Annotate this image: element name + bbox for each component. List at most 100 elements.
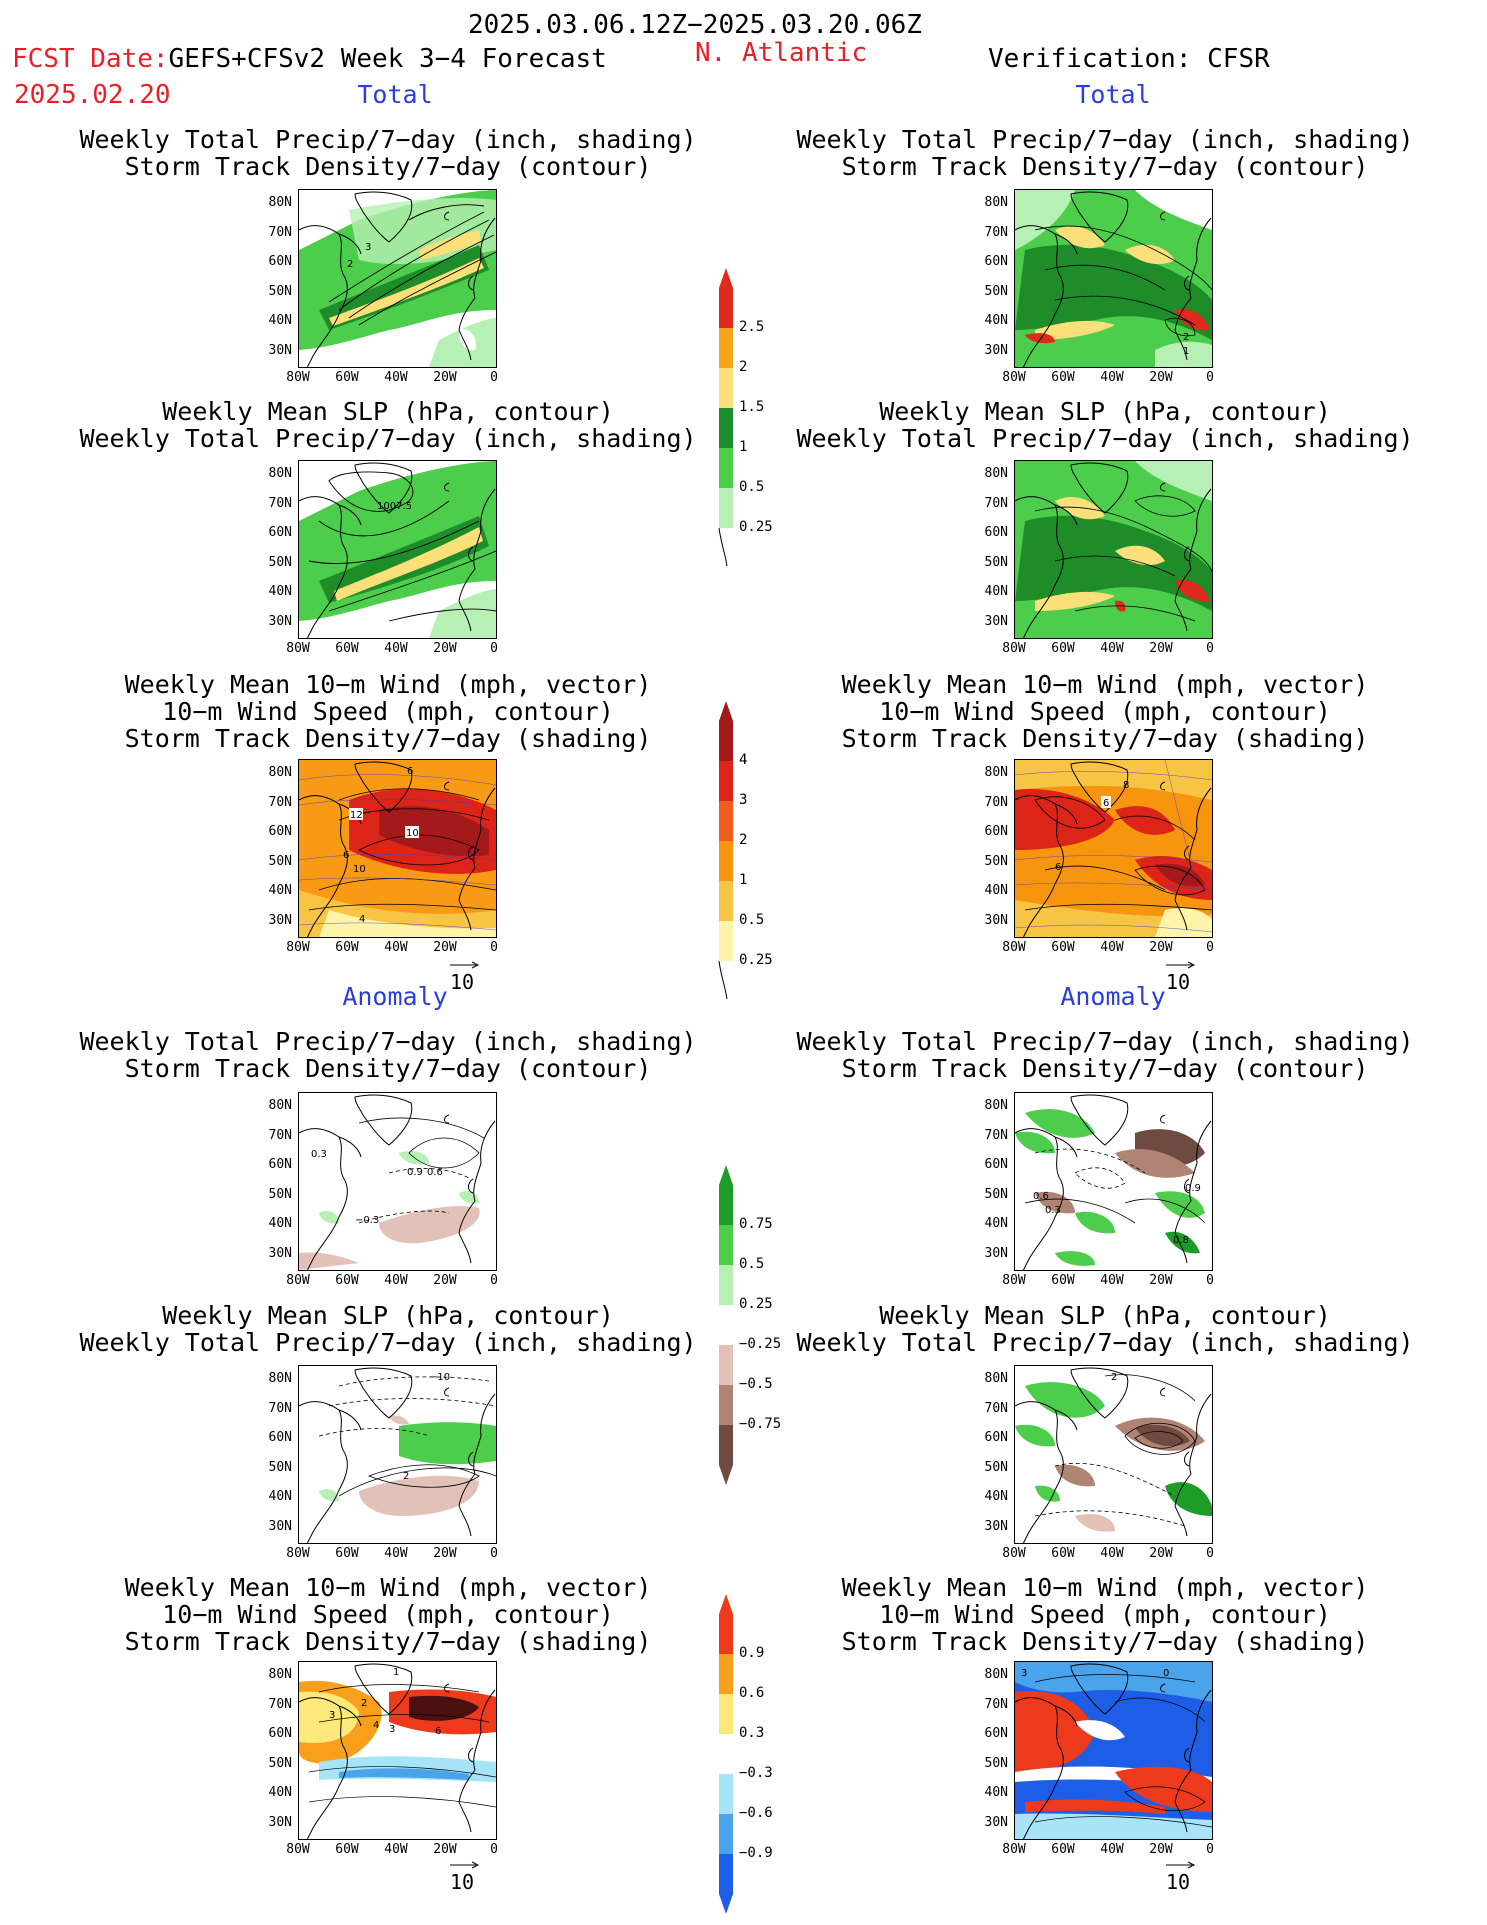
latitude-tick-label: 50N: [268, 1755, 292, 1771]
colorbar-segment: [719, 1654, 733, 1694]
colorbar-segment: [719, 328, 733, 368]
contour-label: 0.3: [311, 1149, 327, 1160]
colorbar-label: 1.5: [739, 399, 765, 415]
contour-label: 0.9: [407, 1167, 423, 1178]
latitude-tick-label: 50N: [268, 554, 292, 570]
colorbar-label: 1: [739, 872, 748, 888]
colorbar-label: −0.3: [739, 1765, 773, 1781]
latitude-tick-label: 60N: [984, 824, 1008, 839]
latitude-tick-label: 80N: [984, 1098, 1008, 1113]
latitude-tick-label: 70N: [268, 1400, 292, 1416]
longitude-tick-label: 20W: [1149, 1546, 1173, 1561]
latitude-tick-label: 80N: [268, 466, 292, 481]
longitude-tick-label: 0: [1206, 940, 1214, 955]
vector-arrow-icon: [1166, 961, 1196, 969]
latitude-tick-label: 30N: [984, 613, 1008, 629]
colorbar-label: 0.3: [739, 1725, 765, 1741]
title-line: Weekly Total Precip/7−day (inch, shading…: [79, 1027, 697, 1056]
ob-anom-wind-storm-map: 3 0: [1014, 1661, 1213, 1840]
contour-label: 3: [329, 1710, 335, 1721]
colorbar-label: 0.9: [739, 1645, 765, 1661]
title-line: Weekly Total Precip/7−day (inch, shading…: [79, 1328, 697, 1357]
longitude-tick-label: 80W: [286, 370, 310, 385]
colorbar-segment: [719, 881, 733, 921]
latitude-tick-label: 40N: [268, 1216, 292, 1231]
colorbar-label: −0.9: [739, 1845, 773, 1861]
title-line: Storm Track Density/7−day (contour): [124, 152, 652, 181]
longitude-tick-label: 40W: [384, 1273, 408, 1288]
contour-label: 0.6: [427, 1167, 443, 1178]
longitude-tick-label: 0: [1206, 641, 1214, 656]
fc-anom-precip-storm-title: Weekly Total Precip/7−day (inch, shading…: [79, 1028, 696, 1082]
section-anomaly-forecast: Anomaly: [342, 982, 448, 1011]
latitude-tick-label: 60N: [268, 824, 292, 839]
latitude-tick-label: 60N: [984, 1157, 1008, 1172]
latitude-tick-label: 50N: [984, 1459, 1008, 1475]
title-line: Storm Track Density/7−day (contour): [124, 1054, 652, 1083]
contour-label: 6: [435, 1726, 441, 1737]
colorbar-segment: [719, 1345, 733, 1385]
title-line: Weekly Total Precip/7−day (inch, shading…: [796, 125, 1414, 154]
fc-anom-wind-storm-map: 1 3 2 4 3 6: [298, 1661, 497, 1840]
contour-label: 12: [350, 810, 363, 821]
title-line: Weekly Total Precip/7−day (inch, shading…: [796, 1027, 1414, 1056]
longitude-tick-label: 60W: [1051, 1273, 1075, 1288]
latitude-tick-label: 40N: [268, 584, 292, 599]
colorbar-label: 4: [739, 752, 748, 768]
longitude-tick-label: 60W: [1051, 370, 1075, 385]
longitude-tick-label: 0: [1206, 1273, 1214, 1288]
fc-total-wind-storm-title: Weekly Mean 10−m Wind (mph, vector) 10−m…: [125, 671, 652, 752]
title-line: Storm Track Density/7−day (shading): [124, 724, 652, 753]
latitude-tick-label: 80N: [984, 765, 1008, 780]
title-line: Weekly Mean 10−m Wind (mph, vector): [841, 670, 1369, 699]
vector-arrow-icon: [1166, 1861, 1196, 1869]
colorbar-segment: [719, 368, 733, 408]
colorbar-segment: [719, 1614, 733, 1654]
contour-label: 0.3: [1045, 1205, 1061, 1216]
contour-label: 0.6: [1033, 1191, 1049, 1202]
latitude-tick-label: 60N: [984, 1430, 1008, 1445]
ob-anom-slp-precip-title: Weekly Mean SLP (hPa, contour) Weekly To…: [796, 1302, 1413, 1356]
verification-title: Verification: CFSR: [988, 44, 1270, 74]
title-line: Weekly Total Precip/7−day (inch, shading…: [796, 424, 1414, 453]
colorbar-segment: [719, 841, 733, 881]
longitude-tick-label: 0: [490, 1273, 498, 1288]
colorbar-segment: [719, 761, 733, 801]
longitude-tick-label: 40W: [384, 940, 408, 955]
contour-label: 3: [365, 242, 371, 253]
longitude-tick-label: 0: [1206, 1842, 1214, 1857]
latitude-tick-label: 70N: [268, 1696, 292, 1712]
colorbar-segment: [719, 1425, 733, 1465]
latitude-tick-label: 30N: [268, 1518, 292, 1534]
latitude-tick-label: 50N: [984, 1186, 1008, 1202]
latitude-tick-label: 60N: [268, 525, 292, 540]
contour-label: 6: [1055, 862, 1061, 873]
longitude-tick-label: 80W: [286, 1546, 310, 1561]
latitude-tick-label: 50N: [268, 283, 292, 299]
contour-label: 1: [1183, 346, 1189, 357]
colorbar-label: 2.5: [739, 319, 765, 335]
vector-arrow-icon: [450, 961, 480, 969]
contour-label: −10: [429, 1372, 450, 1383]
colorbar-bottom-triangle: [719, 1465, 733, 1485]
longitude-tick-label: 60W: [1051, 1546, 1075, 1561]
latitude-tick-label: 40N: [268, 883, 292, 898]
longitude-tick-label: 80W: [1002, 1546, 1026, 1561]
latitude-tick-label: 80N: [268, 1371, 292, 1386]
longitude-tick-label: 20W: [433, 1842, 457, 1857]
title-line: 10−m Wind Speed (mph, contour): [879, 697, 1331, 726]
fc-anom-slp-precip-map: −10 2: [298, 1365, 497, 1544]
longitude-tick-label: 40W: [1100, 940, 1124, 955]
fcst-date: 2025.02.20: [14, 80, 171, 110]
ob-anom-slp-precip-map: 2: [1014, 1365, 1213, 1544]
colorbar-label: −0.25: [739, 1336, 782, 1352]
vector-arrow-icon: [450, 1861, 480, 1869]
latitude-tick-label: 60N: [268, 1157, 292, 1172]
latitude-tick-label: 60N: [268, 254, 292, 269]
contour-label: 0.8: [1173, 1235, 1189, 1246]
latitude-tick-label: 30N: [268, 613, 292, 629]
latitude-tick-label: 50N: [268, 853, 292, 869]
latitude-tick-label: 50N: [268, 1186, 292, 1202]
longitude-tick-label: 80W: [1002, 370, 1026, 385]
colorbar-top-triangle: [719, 701, 733, 721]
